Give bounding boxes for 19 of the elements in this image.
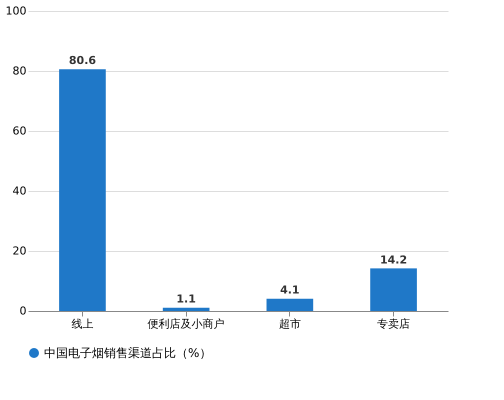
bar [59, 69, 106, 311]
y-tick-label: 40 [12, 184, 26, 198]
y-tick-label: 0 [20, 304, 26, 318]
bar [162, 308, 210, 311]
y-tick-label: 60 [12, 124, 26, 138]
bar [370, 268, 417, 311]
bar [266, 298, 314, 311]
data-label: 80.6 [68, 54, 96, 68]
x-tick-label: 线上 [71, 318, 94, 330]
data-label: 1.1 [176, 292, 196, 306]
legend-label: 中国电子烟销售渠道占比（%） [44, 346, 212, 360]
data-label: 4.1 [280, 284, 300, 297]
y-tick-label: 80 [12, 64, 26, 78]
x-tick-label: 便利店及小商户 [148, 318, 225, 330]
data-label: 14.2 [380, 253, 408, 266]
x-tick-label: 超市 [278, 318, 301, 330]
y-tick-label: 100 [6, 4, 26, 18]
y-tick-label: 20 [12, 244, 26, 258]
x-tick-label: 专卖店 [377, 318, 410, 330]
